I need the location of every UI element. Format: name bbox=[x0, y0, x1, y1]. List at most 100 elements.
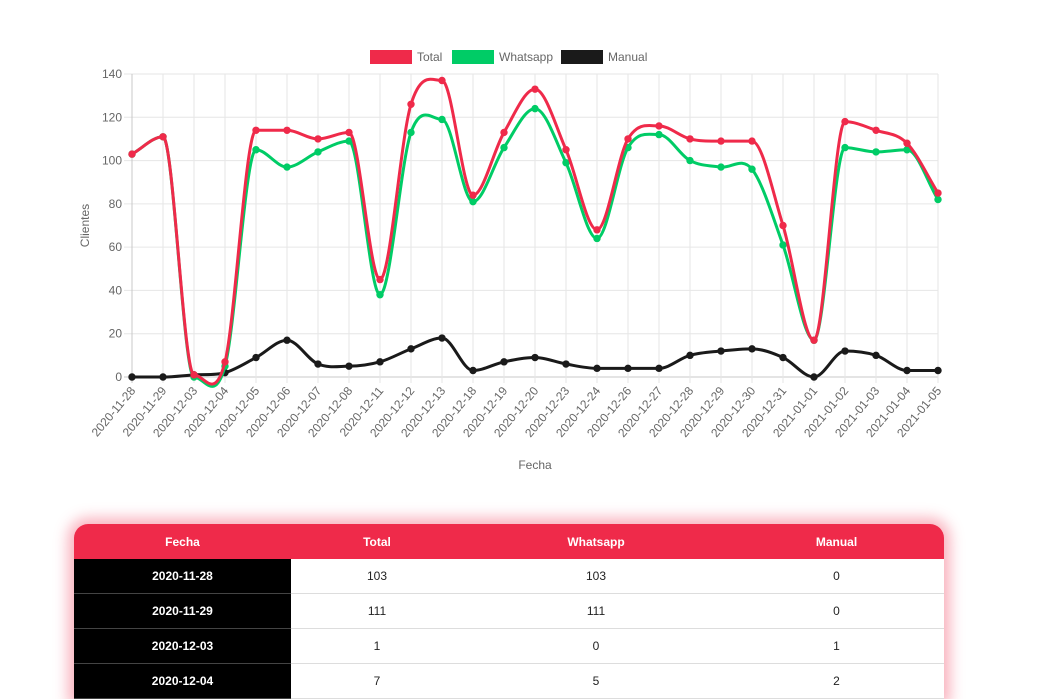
cell-whatsapp: 103 bbox=[463, 559, 729, 594]
data-point-total bbox=[221, 358, 229, 366]
chart-canvas: 0204060801001201402020-11-282020-11-2920… bbox=[78, 50, 945, 472]
y-tick-label: 0 bbox=[115, 370, 122, 384]
data-point-manual bbox=[593, 364, 601, 373]
data-point-total bbox=[190, 371, 198, 379]
data-point-whatsapp bbox=[655, 130, 663, 139]
data-point-manual bbox=[841, 347, 849, 355]
data-point-whatsapp bbox=[841, 143, 849, 152]
series-line-total bbox=[130, 77, 940, 386]
data-point-whatsapp bbox=[252, 146, 260, 154]
data-point-total bbox=[655, 122, 663, 130]
y-tick-label: 100 bbox=[102, 154, 122, 168]
data-point-total bbox=[314, 135, 322, 143]
data-point-manual bbox=[810, 373, 818, 381]
data-point-manual bbox=[686, 351, 694, 360]
table-row: 2020-12-04 7 5 2 bbox=[74, 663, 944, 699]
data-point-total bbox=[593, 226, 601, 234]
data-point-manual bbox=[128, 373, 136, 381]
data-point-total bbox=[686, 135, 694, 143]
data-point-total bbox=[841, 117, 849, 126]
header-fecha[interactable]: Fecha bbox=[74, 524, 291, 559]
cell-whatsapp: 111 bbox=[463, 593, 729, 629]
data-point-whatsapp bbox=[872, 148, 880, 156]
line-chart: 0 20 40 60 80 100 120 140 2020-11-28 2020-11-29 20… bbox=[78, 50, 945, 472]
data-point-whatsapp bbox=[345, 137, 353, 145]
cell-fecha: 2020-12-03 bbox=[74, 628, 291, 664]
y-tick-label: 60 bbox=[109, 240, 123, 254]
data-point-whatsapp bbox=[283, 163, 291, 171]
y-tick-label: 20 bbox=[109, 327, 123, 341]
data-point-manual bbox=[283, 336, 291, 344]
data-point-whatsapp bbox=[748, 165, 756, 173]
data-point-total bbox=[438, 76, 446, 85]
data-point-manual bbox=[531, 353, 539, 362]
data-point-total bbox=[779, 221, 787, 230]
cell-manual: 0 bbox=[729, 593, 944, 629]
cell-total: 1 bbox=[291, 628, 463, 664]
data-point-total bbox=[624, 135, 632, 143]
data-point-whatsapp bbox=[686, 156, 694, 165]
data-point-total bbox=[407, 100, 415, 109]
cell-fecha: 2020-11-28 bbox=[74, 559, 291, 594]
data-point-whatsapp bbox=[593, 234, 601, 243]
data-point-manual bbox=[407, 345, 415, 353]
cell-whatsapp: 0 bbox=[463, 628, 729, 664]
data-point-manual bbox=[655, 364, 663, 373]
data-point-whatsapp bbox=[500, 143, 508, 152]
table-row: 2020-11-29 111 111 0 bbox=[74, 593, 944, 629]
data-point-whatsapp bbox=[469, 197, 477, 206]
data-point-total bbox=[252, 126, 260, 134]
data-point-manual bbox=[717, 347, 725, 355]
data-point-total bbox=[903, 139, 911, 147]
header-total[interactable]: Total bbox=[291, 524, 463, 559]
data-point-total bbox=[562, 146, 570, 154]
y-tick-label: 80 bbox=[109, 197, 123, 211]
y-tick-label: 120 bbox=[102, 110, 122, 124]
table-body: 2020-11-28 103 103 0 2020-11-29 111 111 … bbox=[74, 559, 944, 699]
data-point-whatsapp bbox=[717, 163, 725, 171]
cell-total: 103 bbox=[291, 559, 463, 594]
data-point-total bbox=[159, 133, 167, 141]
data-point-total bbox=[717, 137, 725, 145]
data-point-manual bbox=[748, 345, 756, 353]
data-point-manual bbox=[252, 353, 260, 362]
data-point-manual bbox=[159, 373, 167, 381]
cell-whatsapp: 5 bbox=[463, 663, 729, 699]
data-point-manual bbox=[903, 366, 911, 375]
data-point-manual bbox=[934, 366, 942, 375]
data-point-manual bbox=[376, 358, 384, 366]
data-point-total bbox=[934, 189, 942, 197]
header-whatsapp[interactable]: Whatsapp bbox=[463, 524, 729, 559]
y-axis-title: Clientes bbox=[78, 204, 92, 247]
data-point-whatsapp bbox=[562, 159, 570, 167]
header-manual[interactable]: Manual bbox=[729, 524, 944, 559]
data-point-total bbox=[345, 128, 353, 137]
data-table-card: Fecha Total Whatsapp Manual 2020-11-28 1… bbox=[74, 524, 944, 699]
data-point-whatsapp bbox=[934, 195, 942, 204]
cell-fecha: 2020-11-29 bbox=[74, 593, 291, 629]
data-point-total bbox=[376, 275, 384, 284]
cell-fecha: 2020-12-04 bbox=[74, 663, 291, 699]
data-point-manual bbox=[779, 353, 787, 362]
data-point-manual bbox=[469, 366, 477, 375]
legend-label-total: Total bbox=[417, 50, 442, 64]
data-point-total bbox=[810, 336, 818, 344]
data-point-whatsapp bbox=[779, 241, 787, 249]
data-point-total bbox=[283, 126, 291, 134]
data-point-manual bbox=[872, 351, 880, 360]
data-point-whatsapp bbox=[407, 128, 415, 137]
legend-swatch-whatsapp bbox=[452, 50, 494, 64]
data-point-manual bbox=[500, 358, 508, 366]
cell-manual: 1 bbox=[729, 628, 944, 664]
x-axis-title: Fecha bbox=[518, 458, 552, 472]
table-row: 2020-12-03 1 0 1 bbox=[74, 628, 944, 664]
data-point-total bbox=[500, 128, 508, 137]
table-row: 2020-11-28 103 103 0 bbox=[74, 559, 944, 594]
data-point-manual bbox=[438, 334, 446, 342]
data-point-manual bbox=[345, 362, 353, 370]
legend-swatch-manual bbox=[561, 50, 603, 64]
legend-label-manual: Manual bbox=[608, 50, 647, 64]
data-point-total bbox=[469, 191, 477, 199]
data-point-whatsapp bbox=[438, 115, 446, 124]
data-point-total bbox=[128, 150, 136, 158]
